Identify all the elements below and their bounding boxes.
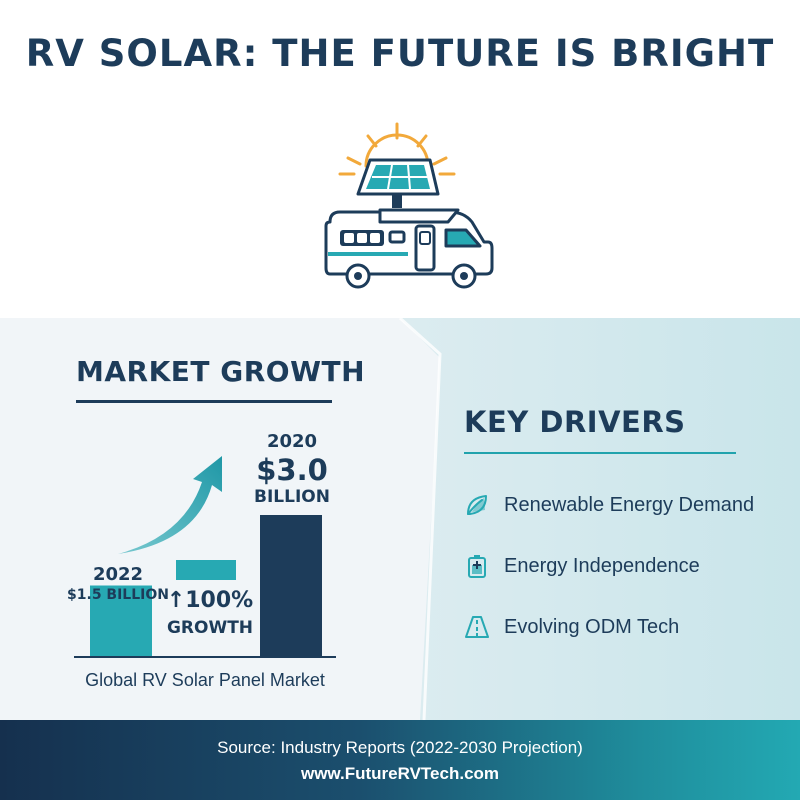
leaf-icon (467, 495, 487, 515)
rv-icon (324, 208, 494, 289)
chart-baseline (74, 656, 336, 658)
rv-solar-illustration (324, 122, 494, 289)
solar-panel-icon (356, 158, 440, 208)
battery-icon (468, 555, 486, 578)
sun-icon (338, 122, 456, 176)
key-drivers-underline (464, 452, 736, 454)
growth-word-label: GROWTH (166, 618, 254, 638)
key-drivers-background (398, 318, 800, 720)
bar-2020-unit-label: BILLION (254, 487, 330, 507)
driver-label: Evolving ODM Tech (504, 616, 680, 638)
bar-2020-year-label: 2020 (266, 431, 318, 452)
bar-2020-value-label: $3.0 (256, 453, 328, 487)
bar-2022-year-label: 2022 (92, 564, 144, 585)
footer-source: Source: Industry Reports (2022-2030 Proj… (217, 738, 583, 757)
key-drivers-list: Renewable Energy Demand Energy Independe… (464, 492, 784, 675)
growth-percentage-label: ↑100% (166, 588, 254, 613)
road-icon (465, 616, 489, 638)
market-heading-underline (76, 400, 332, 403)
driver-item-independence: Energy Independence (464, 553, 784, 614)
market-growth-heading: MARKET GROWTH (76, 355, 366, 388)
driver-label: Renewable Energy Demand (504, 494, 755, 516)
page-title: RV SOLAR: THE FUTURE IS BRIGHT (25, 32, 775, 75)
driver-item-odm-tech: Evolving ODM Tech (464, 614, 784, 675)
key-drivers-heading: KEY DRIVERS (464, 405, 686, 439)
footer: Source: Industry Reports (2022-2030 Proj… (0, 720, 800, 800)
driver-item-renewable: Renewable Energy Demand (464, 492, 784, 553)
footer-url-link[interactable]: www.FutureRVTech.com (300, 764, 500, 783)
bar-2022-value-label: $1.5 BILLION (67, 587, 169, 603)
chart-caption: Global RV Solar Panel Market (85, 670, 325, 690)
driver-label: Energy Independence (504, 555, 700, 577)
content-section (0, 318, 800, 720)
header-section: RV SOLAR: THE FUTURE IS BRIGHT (0, 0, 800, 318)
